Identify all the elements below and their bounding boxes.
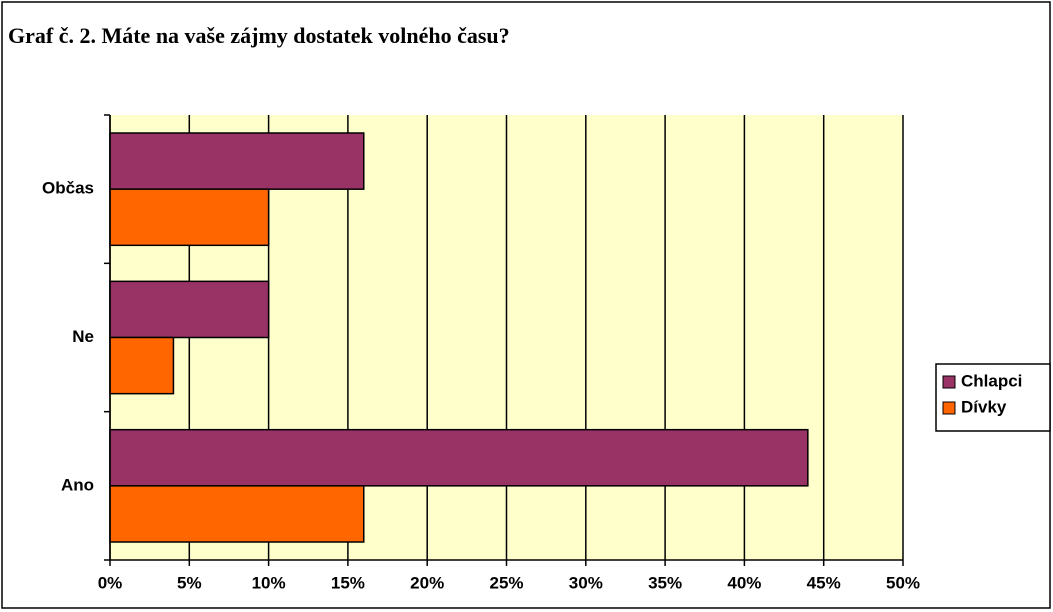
chart-title: Graf č. 2. Máte na vaše zájmy dostatek v… [8, 23, 510, 48]
x-tick-label: 35% [648, 573, 682, 592]
x-tick-label: 10% [252, 573, 286, 592]
bar [109, 428, 809, 487]
x-tick-label: 20% [410, 573, 444, 592]
x-tick-label: 50% [886, 573, 920, 592]
legend-label: Dívky [961, 397, 1007, 416]
legend-swatch [942, 401, 956, 415]
legend-swatch [942, 375, 956, 389]
bar [109, 280, 270, 339]
x-tick-label: 5% [177, 573, 202, 592]
bar [109, 485, 365, 543]
legend-box [935, 363, 1051, 432]
legend-label: Chlapci [961, 371, 1022, 390]
x-tick-label: 0% [98, 573, 123, 592]
x-tick-label: 15% [331, 573, 365, 592]
y-tick-label: Ne [72, 327, 94, 346]
y-tick-label: Občas [42, 179, 94, 198]
y-tick-label: Ano [61, 475, 94, 494]
bar [109, 336, 175, 395]
x-tick-label: 40% [727, 573, 761, 592]
x-tick-label: 25% [489, 573, 523, 592]
bar [109, 132, 365, 190]
x-tick-label: 30% [569, 573, 603, 592]
bar [109, 188, 270, 247]
x-tick-label: 45% [807, 573, 841, 592]
